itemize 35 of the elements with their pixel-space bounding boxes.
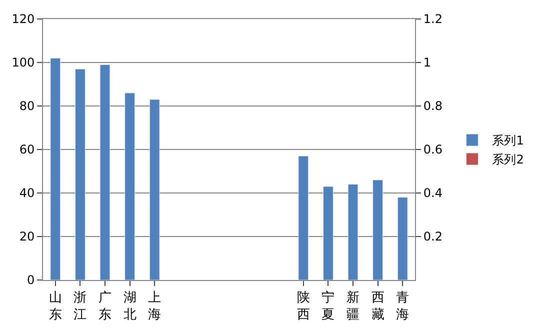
y2-tick-label: 1.2 (423, 12, 442, 26)
y-tick-label: 60 (19, 142, 35, 157)
x-tick-label: 湖北 (123, 290, 136, 322)
bar (74, 68, 86, 280)
x-tick-label: 西藏 (371, 290, 384, 322)
bar (124, 92, 136, 280)
x-tick-label: 广东 (98, 290, 112, 322)
y-tick-label: 80 (19, 99, 35, 114)
x-tick-label: 陕西 (296, 290, 310, 322)
bar (298, 156, 309, 280)
y-tick-label: 0 (26, 273, 35, 288)
x-tick-label: 山东 (48, 290, 62, 322)
y2-tick-label: 0.8 (423, 99, 442, 114)
bar (372, 180, 384, 280)
x-tick-label: 宁夏 (322, 290, 335, 322)
y2-tick-label: 0.6 (423, 142, 442, 157)
bar (322, 186, 334, 280)
bar (100, 64, 110, 280)
bar (50, 58, 61, 280)
y2-tick-label: 0.4 (423, 186, 442, 200)
bar (149, 99, 160, 280)
y-tick-label: 40 (19, 186, 35, 200)
y-tick-label: 120 (12, 12, 35, 26)
bar (348, 184, 358, 280)
y2-tick-label: 0.2 (423, 230, 442, 244)
legend-label: 系列2 (492, 152, 524, 167)
bar (397, 197, 408, 280)
x-tick-label: 新疆 (346, 290, 360, 322)
x-tick-label: 上海 (148, 290, 162, 322)
x-tick-label: 浙江 (74, 290, 87, 322)
y2-tick-label: 1 (423, 56, 432, 70)
y-tick-label: 100 (12, 56, 35, 70)
legend-label: 系列1 (492, 134, 524, 148)
x-tick-label: 青海 (396, 290, 410, 322)
y-tick-label: 20 (19, 230, 35, 244)
